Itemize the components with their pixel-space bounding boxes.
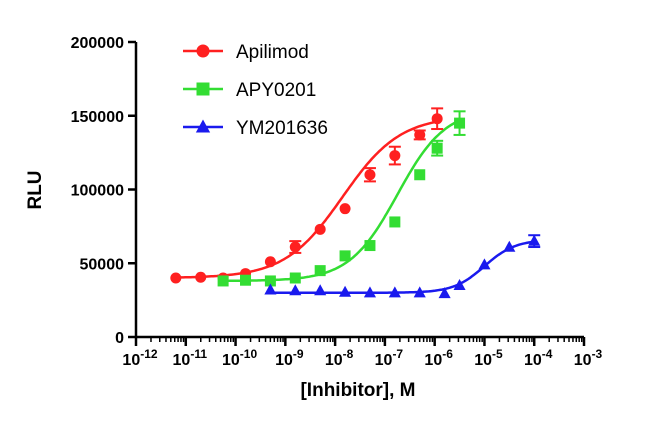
y-tick-label: 200000 — [71, 35, 124, 52]
point-apilimod — [264, 256, 276, 268]
point-apy0201 — [414, 169, 426, 181]
point-ym201636 — [413, 286, 426, 298]
legend-label-ym201636: YM201636 — [236, 118, 328, 139]
point-apilimod — [314, 223, 326, 235]
point-apy0201 — [264, 275, 276, 287]
point-ym201636 — [363, 286, 377, 298]
x-tick-label: 10-12 — [122, 347, 157, 369]
x-tick-label: 10-6 — [424, 347, 453, 369]
point-apilimod — [289, 241, 301, 253]
point-ym201636 — [289, 284, 302, 296]
fit-curve-apy0201 — [223, 119, 461, 283]
y-tick-label: 0 — [115, 330, 124, 347]
y-tick-label: 100000 — [71, 183, 124, 200]
point-apy0201 — [364, 240, 376, 252]
y-tick-label: 150000 — [71, 109, 124, 126]
point-apilimod — [431, 113, 443, 125]
point-apilimod — [364, 169, 376, 181]
point-ym201636 — [438, 287, 451, 299]
fit-curve-ym201636 — [270, 240, 535, 294]
point-apilimod — [339, 203, 351, 215]
point-apy0201 — [454, 117, 466, 129]
x-tick-label: 10-5 — [474, 347, 503, 369]
point-apy0201 — [240, 274, 252, 286]
legend-marker-apy0201 — [196, 82, 210, 96]
axes: 0 50000 100000 150000 200000 10-12 10-11 10-10 1… — [71, 35, 603, 369]
point-ym201636 — [264, 283, 277, 295]
point-apy0201 — [431, 142, 443, 154]
point-apilimod — [414, 129, 426, 141]
legend-marker-apilimod — [196, 44, 210, 58]
x-tick-label: 10-9 — [275, 347, 304, 369]
x-tick-label: 10-11 — [173, 347, 208, 369]
legend-label-apy0201: APY0201 — [236, 80, 316, 101]
point-apy0201 — [289, 272, 301, 284]
x-tick-label: 10-3 — [574, 347, 603, 369]
y-tick-label: 50000 — [80, 256, 125, 273]
point-apilimod — [170, 272, 182, 284]
point-ym201636 — [453, 279, 466, 291]
point-apilimod — [195, 271, 207, 283]
point-apy0201 — [389, 216, 401, 228]
point-apy0201 — [339, 250, 351, 262]
y-axis-label: RLU — [25, 170, 46, 209]
point-ym201636 — [503, 240, 516, 252]
point-ym201636 — [339, 285, 352, 297]
x-tick-label: 10-7 — [375, 347, 404, 369]
point-ym201636 — [314, 284, 327, 296]
point-apilimod — [389, 150, 401, 162]
point-apy0201 — [217, 275, 229, 287]
legend-label-apilimod: Apilimod — [236, 42, 309, 63]
point-apy0201 — [314, 265, 326, 277]
point-ym201636 — [478, 258, 491, 270]
legend-marker-ym201636 — [195, 119, 211, 133]
data-points — [170, 113, 541, 299]
x-tick-label: 10-10 — [222, 347, 257, 369]
fit-curve-apilimod — [175, 120, 438, 279]
x-tick-label: 10-8 — [325, 347, 354, 369]
point-ym201636 — [528, 234, 541, 246]
legend: Apilimod APY0201 YM201636 — [183, 42, 328, 139]
x-axis-label: [Inhibitor], M — [300, 380, 415, 401]
x-tick-label: 10-4 — [524, 347, 553, 369]
point-ym201636 — [388, 286, 401, 298]
